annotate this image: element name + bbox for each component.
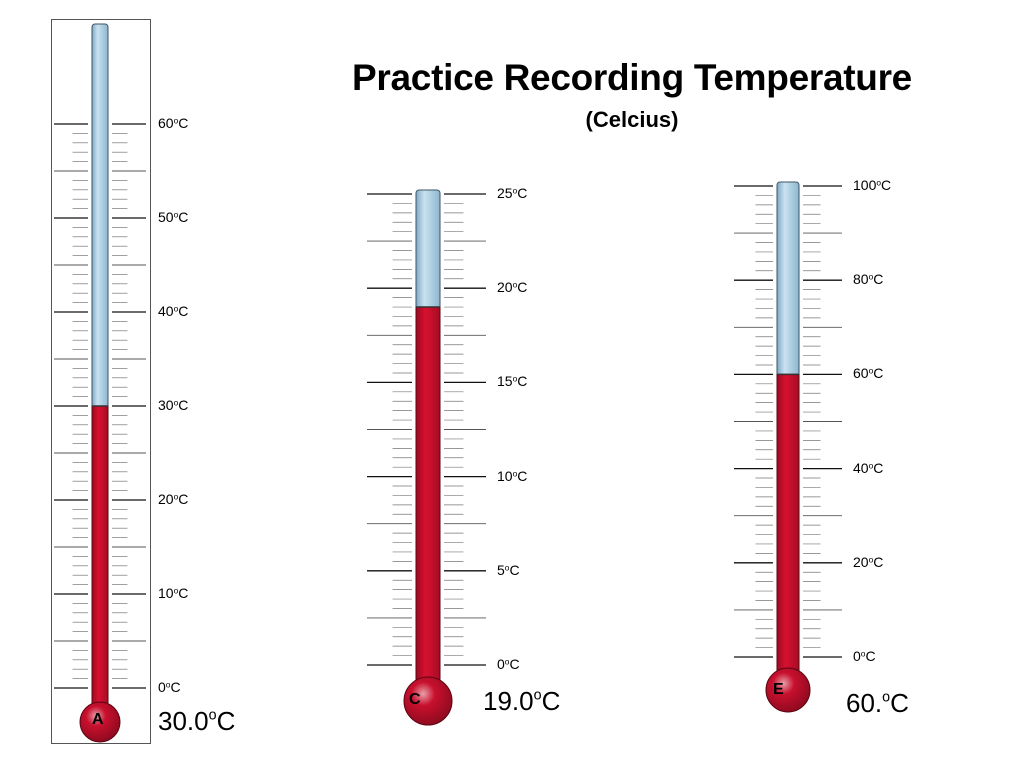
thermometer-a-mercury	[91, 405, 109, 723]
thermometer-e-reading: 60.oC	[846, 688, 909, 718]
scale-label: 0oC	[853, 648, 876, 664]
scale-label: 80oC	[853, 271, 884, 288]
thermometer-e-bulb	[765, 667, 811, 713]
scale-label: 100oC	[853, 177, 892, 193]
scale-label: 15oC	[497, 373, 528, 390]
scale-label: 30oC	[158, 397, 189, 413]
thermometer-a-ticks	[54, 123, 146, 689]
scale-label: 0oC	[158, 679, 181, 695]
scale-label: 40oC	[158, 303, 189, 319]
thermometer-a-reading: 30.0oC	[158, 706, 236, 736]
page-title: Practice Recording Temperature	[352, 57, 912, 98]
thermometer-c-reading: 19.0oC	[483, 686, 561, 716]
scale-label: 20oC	[853, 553, 884, 570]
thermometer-a-bulb	[79, 701, 121, 743]
scale-label: 10oC	[158, 585, 189, 601]
thermometer-c-letter: C	[409, 691, 421, 708]
thermometer-a-frame	[51, 19, 151, 744]
thermometer-c: C	[367, 189, 486, 726]
page-subtitle: (Celcius)	[585, 107, 679, 132]
scale-label: 20oC	[497, 279, 528, 296]
thermometer-a-letter: A	[92, 711, 104, 728]
thermometer-c-mercury	[415, 306, 441, 702]
thermometer-e-mercury	[776, 373, 800, 691]
scale-label: 0oC	[497, 656, 520, 672]
scale-label: 5oC	[497, 561, 520, 578]
scale-label: 60oC	[158, 115, 189, 131]
thermometer-e-letter: E	[773, 681, 784, 698]
scale-label: 25oC	[497, 185, 528, 201]
scale-label: 10oC	[497, 467, 528, 484]
scale-label: 50oC	[158, 209, 189, 225]
scale-label: 20oC	[158, 491, 189, 507]
thermometer-c-bulb	[403, 676, 453, 726]
thermometer-c-ticks	[367, 193, 486, 666]
scale-label: 40oC	[853, 459, 884, 476]
thermometer-a: A	[54, 23, 146, 743]
thermometer-e: E	[734, 181, 842, 713]
scale-label: 60oC	[853, 365, 884, 382]
thermometer-e-ticks	[734, 185, 842, 658]
